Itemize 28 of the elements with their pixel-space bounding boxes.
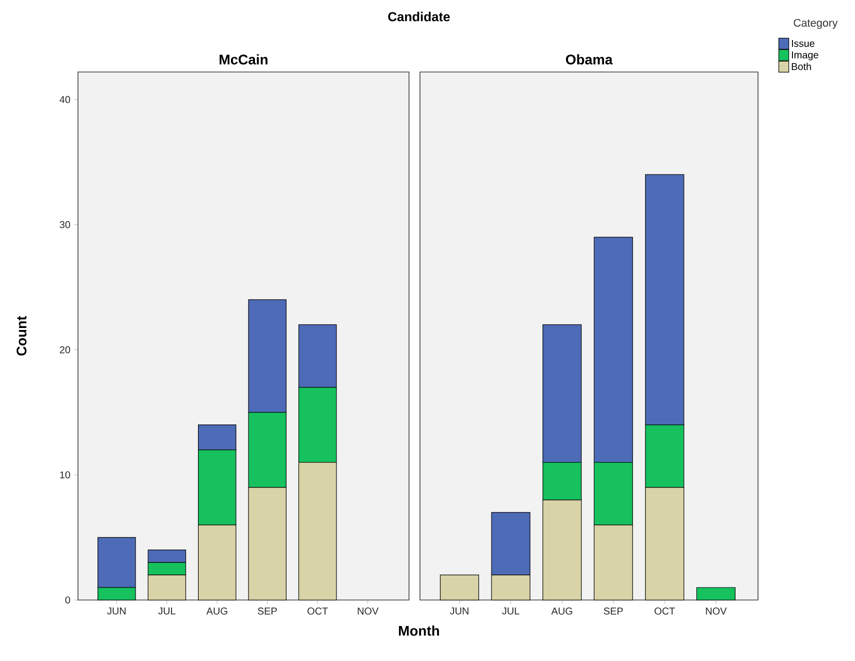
legend-label: Both	[792, 62, 811, 70]
y-tick-label: 10	[60, 471, 70, 478]
chart-title: Obama	[566, 54, 613, 64]
y-tick-label: 40	[60, 96, 70, 104]
chart-title: McCain	[220, 54, 268, 64]
x-tick-label: SEP	[258, 608, 277, 615]
x-tick-label: JUL	[502, 608, 520, 614]
x-tick-label: JUN	[107, 608, 126, 614]
x-tick-label: NOV	[706, 608, 727, 615]
x-tick-label: JUL	[158, 608, 176, 614]
y-tick-label: 30	[60, 221, 70, 228]
x-axis-title: Month	[398, 626, 439, 636]
x-tick-label: JUN	[450, 608, 468, 614]
y-tick-label: 0	[65, 596, 70, 604]
text: Candidate	[388, 12, 450, 22]
legend-label: Issue	[792, 40, 814, 47]
x-tick-label: SEP	[604, 608, 623, 615]
x-tick-label: OCT	[654, 608, 675, 615]
x-tick-label: OCT	[308, 608, 328, 615]
bar	[696, 587, 736, 600]
legend-title: Category	[794, 18, 838, 29]
bar	[440, 574, 480, 600]
x-tick-label: AUG	[206, 608, 228, 615]
x-tick-label: AUG	[551, 608, 572, 615]
x-tick-label: NOV	[358, 608, 379, 615]
y-tick-label: 20	[60, 346, 70, 354]
legend-label: Image	[792, 51, 818, 60]
y-axis-title: Count	[16, 316, 26, 356]
